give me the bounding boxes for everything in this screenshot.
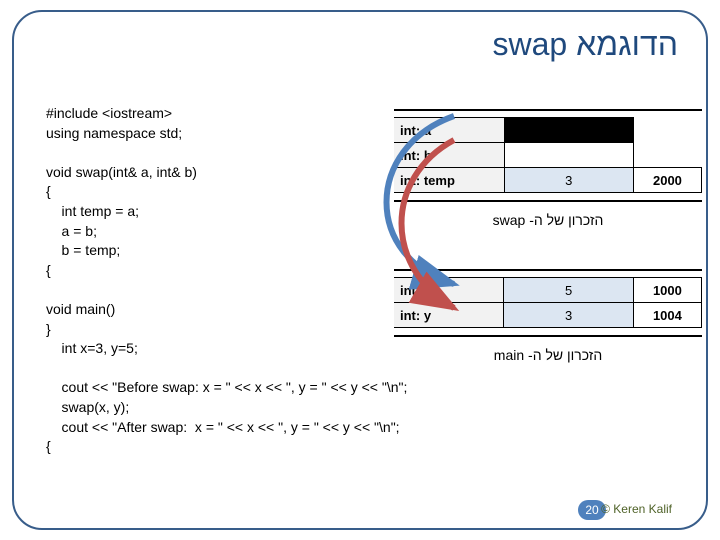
table-row: int: a: [394, 118, 702, 143]
memory-frame-main: int: x 5 1000 int: y 3 1004 הזכרון של ה-…: [394, 262, 702, 363]
mem-addr: 2000: [633, 168, 701, 193]
mem-addr: [633, 143, 701, 168]
table-row: int: b: [394, 143, 702, 168]
mem-value: 3: [504, 303, 633, 328]
memory-caption-main: הזכרון של ה- main: [394, 347, 702, 363]
memory-frame-swap: int: a int: b int: temp 3 2000 הזכרון של…: [394, 102, 702, 228]
table-row: int: temp 3 2000: [394, 168, 702, 193]
mem-label: int: temp: [394, 168, 504, 193]
slide-frame: הדוגמא swap #include <iostream> using na…: [12, 10, 708, 530]
mem-addr: [633, 118, 701, 143]
code-block: #include <iostream> using namespace std;…: [46, 104, 407, 457]
mem-label: int: b: [394, 143, 504, 168]
table-row: int: x 5 1000: [394, 278, 702, 303]
memory-table-main: int: x 5 1000 int: y 3 1004: [394, 262, 702, 343]
mem-label: int: y: [394, 303, 504, 328]
table-row: int: y 3 1004: [394, 303, 702, 328]
footer-copyright: © Keren Kalif: [601, 502, 672, 516]
mem-value: 5: [504, 278, 633, 303]
memory-table-swap: int: a int: b int: temp 3 2000: [394, 102, 702, 208]
mem-addr: 1004: [633, 303, 701, 328]
mem-value: [504, 143, 633, 168]
mem-value: 3: [504, 168, 633, 193]
slide-title: הדוגמא swap: [492, 26, 678, 63]
mem-label: int: x: [394, 278, 504, 303]
mem-value: [504, 118, 633, 143]
memory-caption-swap: הזכרון של ה- swap: [394, 212, 702, 228]
mem-label: int: a: [394, 118, 504, 143]
mem-addr: 1000: [633, 278, 701, 303]
